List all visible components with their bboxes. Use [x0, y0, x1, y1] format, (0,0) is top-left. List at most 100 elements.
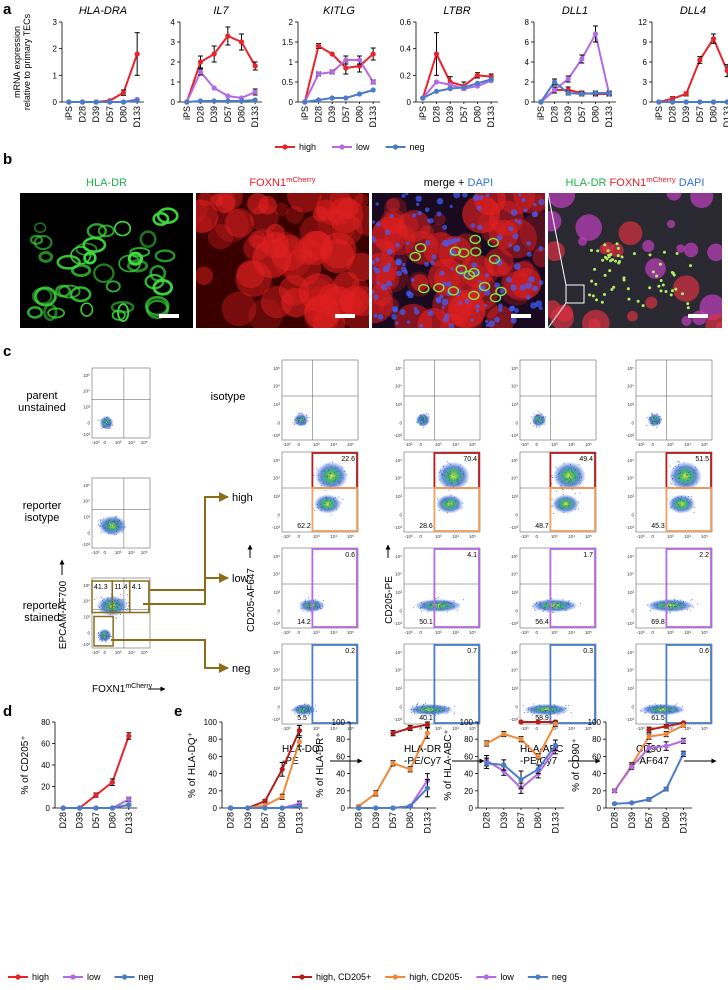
x-tick-label: 10⁴ [568, 534, 575, 539]
data-point [262, 798, 268, 804]
x-tick-label: 10⁵ [141, 650, 148, 655]
event [657, 709, 659, 711]
cell [144, 295, 170, 317]
event [113, 610, 115, 612]
event [438, 605, 440, 607]
data-point [77, 805, 83, 811]
event [344, 470, 346, 472]
nucleus [484, 319, 489, 324]
event [564, 478, 566, 480]
event [438, 708, 440, 710]
data-point [296, 728, 302, 734]
event [326, 498, 328, 500]
gate [665, 487, 712, 532]
cell [686, 302, 690, 306]
event [426, 422, 428, 424]
cell [648, 286, 652, 290]
event [340, 502, 342, 504]
event [541, 712, 543, 714]
event [427, 609, 429, 611]
micrograph [196, 193, 369, 328]
event [686, 609, 688, 611]
event [117, 604, 119, 606]
event [339, 483, 341, 485]
event [690, 501, 692, 503]
y-tick-label: 10³ [83, 515, 90, 520]
event [543, 606, 545, 608]
text-segment: mCherry [286, 175, 316, 184]
x-tick-label: -10³ [637, 726, 646, 731]
x-tick-label: -10³ [91, 550, 100, 555]
event [544, 712, 546, 714]
event [317, 602, 319, 604]
y-axis-label: mRNA expression [12, 26, 22, 98]
x-tick-label: D133 [422, 812, 432, 834]
event [307, 416, 309, 418]
x-tick-label: 10⁴ [452, 726, 459, 731]
event [560, 606, 562, 608]
cell [433, 213, 446, 226]
event [554, 503, 556, 505]
event [301, 713, 303, 715]
x-tick-label: 10³ [313, 630, 320, 635]
event [113, 534, 115, 536]
event [316, 607, 318, 609]
event [115, 602, 117, 604]
event [674, 599, 676, 601]
event [115, 603, 117, 605]
event [450, 504, 452, 506]
event [534, 416, 536, 418]
event [99, 638, 101, 640]
event [563, 499, 565, 501]
event [114, 606, 116, 608]
event [446, 499, 448, 501]
y-tick-label: 20 [208, 787, 217, 796]
data-point [245, 805, 251, 811]
x-tick-label: 10⁴ [330, 442, 337, 447]
gate-value: 50.1 [419, 619, 433, 626]
gate-value: 0.6 [699, 648, 709, 655]
event [447, 501, 449, 503]
nucleus [530, 302, 537, 309]
event [109, 636, 111, 638]
event [325, 497, 327, 499]
event [102, 420, 104, 422]
y-tick-label: 10³ [627, 686, 634, 691]
event [441, 608, 443, 610]
event [430, 711, 432, 713]
y-tick-label: -10³ [510, 621, 519, 626]
cell [680, 292, 684, 296]
event [545, 603, 547, 605]
cell [676, 244, 685, 253]
event [112, 520, 114, 522]
nucleus [373, 313, 378, 318]
event [314, 602, 316, 604]
event [103, 598, 105, 600]
event [568, 482, 570, 484]
data-point [697, 99, 703, 105]
event [566, 479, 568, 481]
event [655, 707, 657, 709]
event [298, 412, 300, 414]
event [104, 426, 106, 428]
event [563, 507, 565, 509]
y-tick-label: 10⁴ [395, 476, 402, 481]
cell [548, 241, 565, 262]
event [545, 416, 547, 418]
cell [670, 289, 674, 293]
nucleus [419, 323, 424, 328]
event [115, 524, 117, 526]
image-bg [548, 193, 722, 328]
cell [609, 253, 613, 257]
event [678, 476, 680, 478]
y-tick-label: -10³ [394, 621, 403, 626]
gate-value: 69.8 [651, 619, 665, 626]
x-tick-label: -10³ [283, 442, 292, 447]
gate-value: 5.5 [297, 715, 307, 722]
event [535, 423, 537, 425]
event [653, 708, 655, 710]
event [539, 708, 541, 710]
cell [248, 298, 283, 328]
event [454, 500, 456, 502]
data-point [552, 721, 559, 727]
